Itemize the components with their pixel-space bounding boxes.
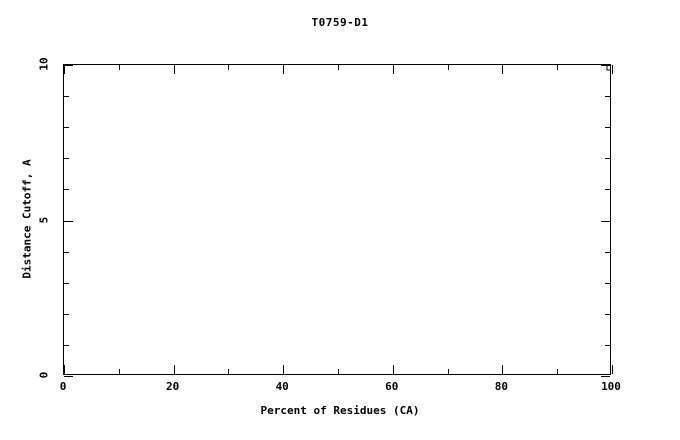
y-axis-tick-minor-right (605, 313, 610, 315)
x-axis-tick-major-top (392, 65, 394, 74)
y-axis-tick-minor-right (605, 127, 610, 129)
x-axis-tick-minor-top (447, 65, 449, 70)
y-axis-tick-minor-right (605, 344, 610, 346)
y-axis-tick-major-right (601, 65, 610, 66)
y-axis-label: Distance Cutoff, A (20, 159, 34, 279)
x-axis-tick-minor (557, 369, 559, 374)
y-axis-tick-minor (64, 313, 69, 315)
y-axis-tick-major (64, 376, 73, 377)
x-axis-tick-minor (447, 369, 449, 374)
x-axis-tick-major (173, 365, 175, 374)
y-axis-tick-label: 0 (37, 371, 51, 379)
y-axis-tick-major-right (601, 376, 610, 377)
y-axis-tick-minor-right (605, 96, 610, 98)
y-axis-tick-major (64, 65, 73, 66)
y-axis-tick-minor (64, 96, 69, 98)
x-axis-tick-major-top (283, 65, 285, 74)
x-axis-tick-major (612, 365, 613, 374)
y-axis-tick-minor-right (605, 189, 610, 191)
x-axis-tick-label: 20 (165, 380, 180, 393)
y-axis-tick-major (64, 220, 73, 222)
y-axis-tick-minor (64, 127, 69, 129)
x-axis-tick-major-top (612, 65, 613, 74)
x-axis-tick-major (64, 365, 65, 374)
x-axis-tick-label: 40 (275, 380, 289, 393)
x-axis-tick-label: 0 (59, 380, 67, 393)
x-axis-tick-major (283, 365, 285, 374)
y-axis-tick-label: 5 (37, 216, 51, 223)
y-axis-tick-minor-right (605, 282, 610, 284)
plot-interior (64, 65, 610, 374)
x-axis-tick-major-top (64, 65, 65, 74)
x-axis-label: Percent of Residues (CA) (260, 404, 420, 417)
y-axis-tick-label: 10 (37, 57, 51, 71)
x-axis-tick-minor (338, 369, 339, 374)
x-axis-tick-minor (228, 369, 230, 374)
y-axis-tick-major-right (601, 220, 610, 222)
y-axis-tick-minor (64, 282, 69, 284)
x-axis-tick-minor-top (338, 65, 339, 70)
x-axis-tick-minor-top (228, 65, 230, 70)
x-axis-tick-label: 80 (494, 380, 509, 393)
chart-title: T0759-D1 (311, 16, 369, 29)
x-axis-tick-minor-top (557, 65, 559, 70)
x-axis-tick-label: 100 (601, 380, 621, 393)
data-point-marker (606, 65, 610, 71)
x-axis-tick-major (392, 365, 394, 374)
y-axis-tick-minor-right (605, 251, 610, 253)
y-axis-tick-minor-right (605, 158, 610, 160)
x-axis-tick-major-top (502, 65, 504, 74)
plot-frame (63, 64, 613, 377)
y-axis-tick-minor (64, 251, 69, 253)
x-axis-tick-minor-top (118, 65, 120, 70)
x-axis-tick-major (502, 365, 504, 374)
x-axis-tick-label: 60 (385, 380, 399, 393)
x-axis-tick-major-top (173, 65, 175, 74)
y-axis-tick-minor (64, 158, 69, 160)
y-axis-tick-minor (64, 344, 69, 346)
x-axis-tick-minor (118, 369, 120, 374)
y-axis-tick-minor (64, 189, 69, 191)
